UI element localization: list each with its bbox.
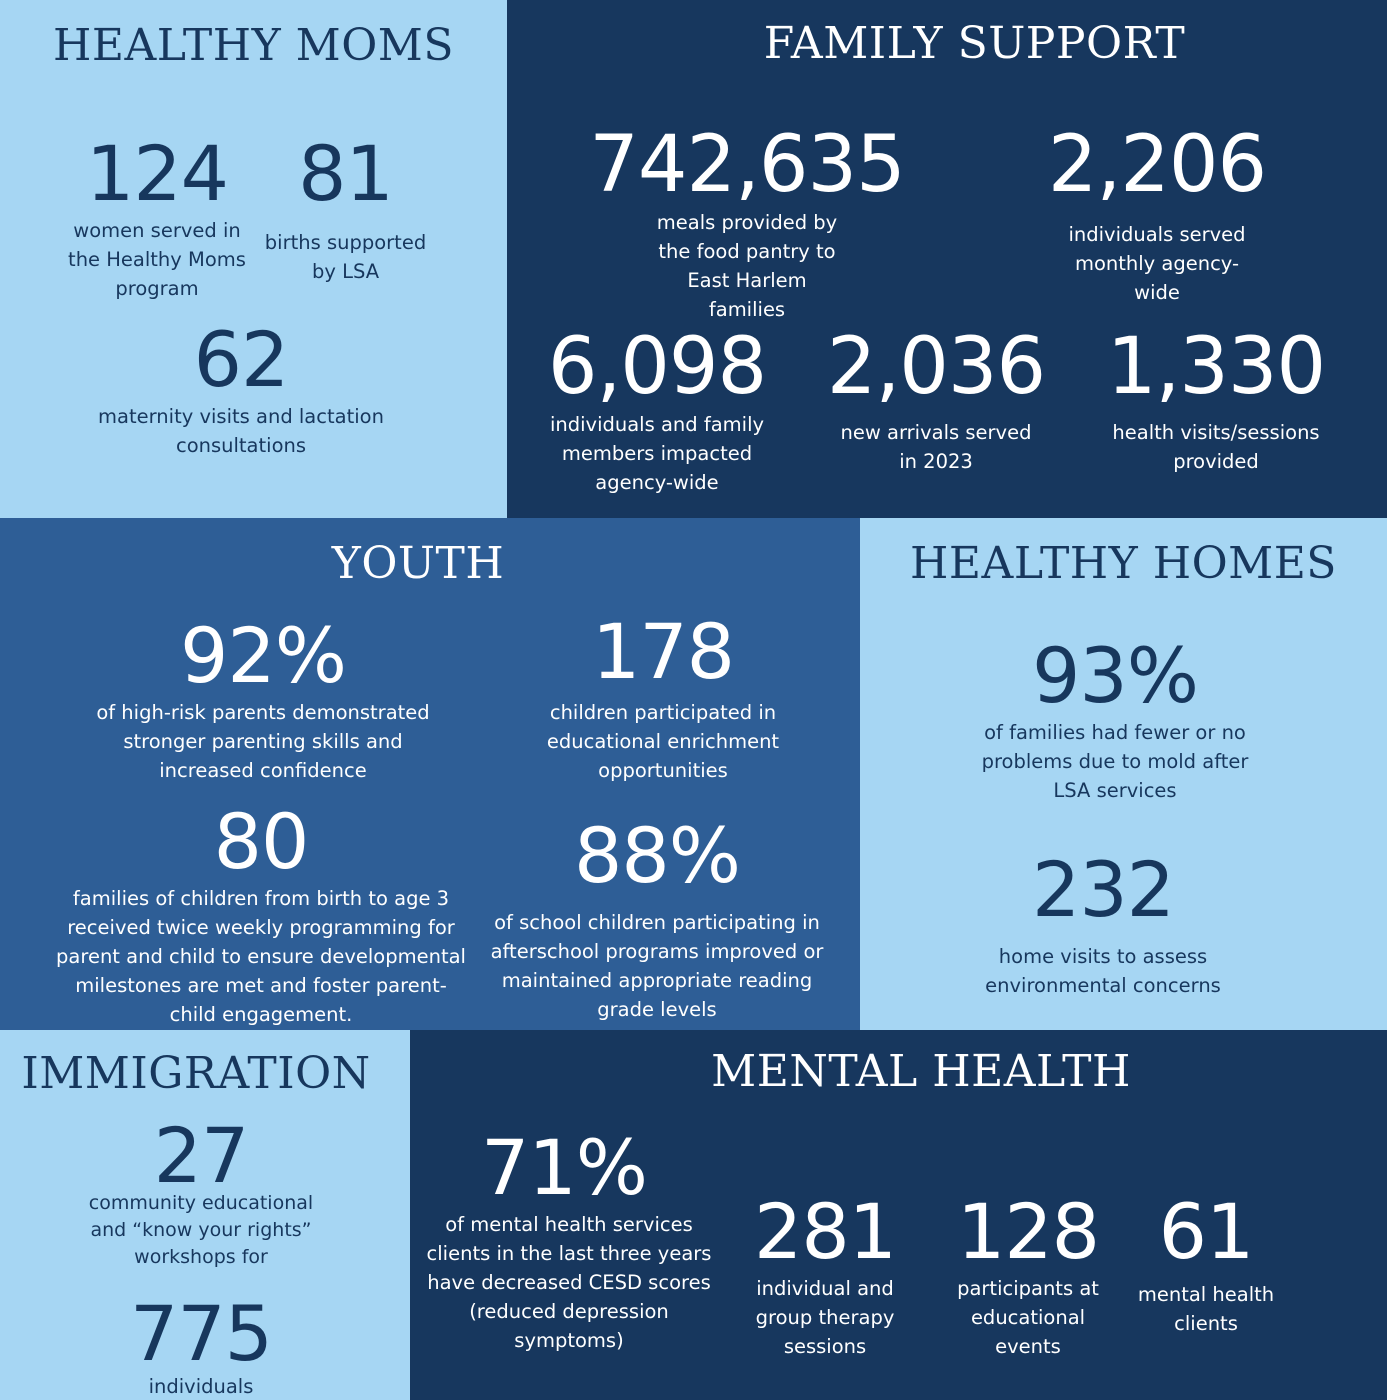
- stat-value: 128: [956, 1187, 1100, 1276]
- stat-value: 775: [129, 1289, 273, 1378]
- individuals-impacted-stat: 6,098 individuals and family members imp…: [543, 328, 771, 497]
- stat-value: 178: [591, 607, 735, 696]
- stat-value: 61: [1158, 1187, 1255, 1276]
- stat-label: individual and group therapy sessions: [755, 1277, 895, 1358]
- healthy-moms-panel: HEALTHY MOMS 124 women served in the Hea…: [0, 0, 507, 518]
- stat-value: 232: [1031, 845, 1175, 934]
- stat-label: home visits to assess environmental conc…: [985, 945, 1221, 997]
- mold-problems-stat: 93% of families had fewer or no problems…: [964, 638, 1266, 805]
- stat-value: 71%: [481, 1123, 648, 1212]
- workshops-stat: 27 community educational and “know your …: [76, 1118, 326, 1271]
- families-programming-stat: 80 families of children from birth to ag…: [56, 804, 466, 1029]
- stat-value: 92%: [180, 611, 347, 700]
- stat-value: 1,330: [1106, 322, 1326, 412]
- meals-provided-stat: 742,635 meals provided by the food pantr…: [567, 126, 927, 324]
- stat-value: 80: [213, 797, 310, 886]
- immigration-title: IMMIGRATION: [21, 1048, 371, 1099]
- stat-label: of high-risk parents demonstrated strong…: [96, 701, 430, 782]
- stat-value: 88%: [574, 811, 741, 900]
- stat-label: community educational and “know your rig…: [88, 1192, 314, 1268]
- stat-label: individuals and family members impacted …: [549, 413, 765, 494]
- stat-value: 124: [85, 129, 229, 218]
- mental-health-clients-stat: 61 mental health clients: [1132, 1194, 1280, 1338]
- cesd-scores-stat: 71% of mental health services clients in…: [424, 1130, 714, 1355]
- stat-value: 6,098: [547, 322, 767, 412]
- stat-value: 93%: [1032, 631, 1199, 720]
- stat-label: meals provided by the food pantry to Eas…: [656, 211, 838, 321]
- healthy-moms-title: HEALTHY MOMS: [53, 20, 454, 71]
- stat-label: women served in the Healthy Moms program: [68, 219, 246, 300]
- stat-label: maternity visits and lactation consultat…: [98, 405, 384, 457]
- health-visits-stat: 1,330 health visits/sessions provided: [1103, 328, 1329, 476]
- mental-health-title: MENTAL HEALTH: [711, 1046, 1131, 1097]
- stat-label: individuals served monthly agency-wide: [1068, 223, 1246, 304]
- youth-panel: YOUTH 92% of high-risk parents demonstra…: [0, 518, 860, 1030]
- stat-value: 2,206: [1047, 120, 1267, 210]
- therapy-sessions-stat: 281 individual and group therapy session…: [740, 1194, 910, 1361]
- mental-health-panel: MENTAL HEALTH 71% of mental health servi…: [410, 1030, 1387, 1400]
- stat-label: participants at educational events: [957, 1277, 1099, 1358]
- home-visits-stat: 232 home visits to assess environmental …: [968, 852, 1238, 1000]
- family-support-title: FAMILY SUPPORT: [763, 18, 1186, 69]
- stat-label: of families had fewer or no problems due…: [981, 721, 1249, 802]
- stat-label: of mental health services clients in the…: [426, 1213, 712, 1352]
- parents-skills-stat: 92% of high-risk parents demonstrated st…: [88, 618, 438, 785]
- healthy-homes-title: HEALTHY HOMES: [910, 538, 1337, 589]
- maternity-visits-stat: 62 maternity visits and lactation consul…: [80, 322, 402, 460]
- women-served-stat: 124 women served in the Healthy Moms pro…: [57, 136, 257, 303]
- stat-label: new arrivals served in 2023: [840, 421, 1032, 473]
- stat-label: children participated in educational enr…: [546, 701, 780, 782]
- stat-label: births supported by LSA: [264, 231, 427, 283]
- family-support-panel: FAMILY SUPPORT 742,635 meals provided by…: [507, 0, 1387, 518]
- stat-label: of school children participating in afte…: [490, 911, 824, 1021]
- stat-value: 81: [298, 129, 394, 218]
- stat-value: 62: [193, 315, 290, 404]
- new-arrivals-stat: 2,036 new arrivals served in 2023: [825, 328, 1047, 476]
- stat-value: 742,635: [589, 120, 906, 210]
- reading-levels-stat: 88% of school children participating in …: [480, 818, 834, 1024]
- individuals-monthly-stat: 2,206 individuals served monthly agency-…: [1037, 126, 1277, 307]
- youth-title: YOUTH: [331, 538, 505, 589]
- births-supported-stat: 81 births supported by LSA: [258, 136, 433, 286]
- educational-events-stat: 128 participants at educational events: [946, 1194, 1110, 1361]
- stat-label: families of children from birth to age 3…: [56, 887, 466, 1026]
- stat-label: health visits/sessions provided: [1112, 421, 1320, 473]
- individuals-stat: 775 individuals: [76, 1296, 326, 1400]
- children-enrichment-stat: 178 children participated in educational…: [532, 614, 794, 785]
- immigration-panel: IMMIGRATION 27 community educational and…: [0, 1030, 410, 1400]
- stat-label: mental health clients: [1137, 1283, 1275, 1335]
- stat-value: 281: [753, 1187, 897, 1276]
- stat-label: individuals: [148, 1375, 254, 1398]
- stat-value: 2,036: [826, 322, 1046, 412]
- healthy-homes-panel: HEALTHY HOMES 93% of families had fewer …: [860, 518, 1387, 1030]
- stat-value: 27: [153, 1111, 250, 1200]
